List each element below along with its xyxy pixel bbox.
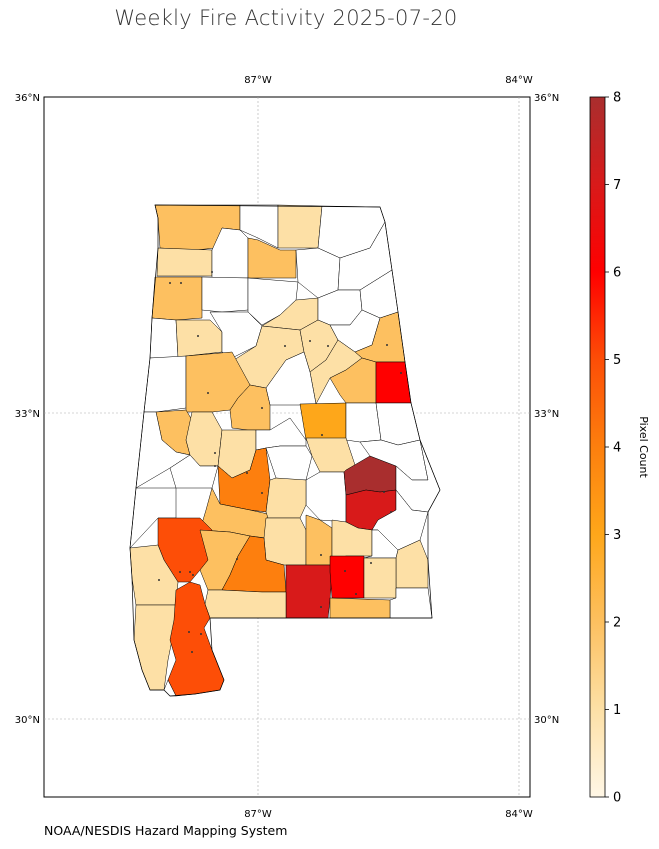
county-region xyxy=(149,317,179,359)
state-outline xyxy=(129,204,441,697)
colorbar-tick-label: 2 xyxy=(613,616,621,631)
fire-detection-dot xyxy=(320,606,322,608)
colorbar-label: Pixel Count xyxy=(637,416,650,478)
tick-label-left-36n: 36°N xyxy=(15,93,40,104)
fire-detection-dot xyxy=(321,434,323,436)
county-region xyxy=(299,402,347,441)
county-layer xyxy=(129,204,441,697)
top-tick-labels: 87°W 84°W xyxy=(244,75,533,86)
fire-detection-dot xyxy=(309,340,311,342)
tick-label-left-33n: 33°N xyxy=(15,409,40,420)
fire-detection-dot xyxy=(179,571,181,573)
fire-detection-dot xyxy=(197,335,199,337)
fire-detection-dot xyxy=(189,571,191,573)
tick-label-left-30n: 30°N xyxy=(15,715,40,726)
fire-detection-dot xyxy=(386,344,388,346)
county-region xyxy=(221,535,287,593)
colorbar-tick-label: 1 xyxy=(613,703,621,718)
colorbar xyxy=(589,96,606,798)
fire-detection-dot xyxy=(370,562,372,564)
tick-label-bottom-84w: 84°W xyxy=(505,809,533,820)
county-region xyxy=(265,477,307,519)
fire-detection-dot xyxy=(261,492,263,494)
fire-detection-dot xyxy=(158,579,160,581)
fire-detection-dot xyxy=(180,282,182,284)
county-region xyxy=(156,247,213,277)
bottom-tick-labels: 87°W 84°W xyxy=(244,809,533,820)
colorbar-tick-label: 0 xyxy=(613,791,621,806)
fire-detection-dot xyxy=(169,282,171,284)
fire-detection-dot xyxy=(284,345,286,347)
tick-label-right-36n: 36°N xyxy=(534,93,559,104)
tick-label-bottom-87w: 87°W xyxy=(244,809,272,820)
fire-detection-dot xyxy=(355,593,357,595)
fire-detection-dot xyxy=(390,511,392,513)
fire-detection-dot xyxy=(320,554,322,556)
fire-detection-dot xyxy=(192,574,194,576)
colorbar-tick-label: 6 xyxy=(613,266,621,281)
county-region xyxy=(389,587,433,619)
fire-detection-dot xyxy=(214,452,216,454)
county-region xyxy=(263,517,307,566)
fire-detection-dot xyxy=(246,472,248,474)
county-region xyxy=(151,276,203,321)
county-region xyxy=(209,311,263,359)
fire-detection-dot xyxy=(207,392,209,394)
tick-label-top-87w: 87°W xyxy=(244,75,272,86)
tick-label-right-33n: 33°N xyxy=(534,409,559,420)
fire-detection-dot xyxy=(188,631,190,633)
county-region xyxy=(239,204,279,249)
county-region xyxy=(201,276,249,313)
fire-detection-dot xyxy=(327,345,329,347)
county-region xyxy=(143,355,187,413)
colorbar-tick-label: 8 xyxy=(613,91,621,106)
fire-detection-dot xyxy=(211,271,213,273)
fire-detection-dot xyxy=(400,372,402,374)
county-region xyxy=(329,597,391,619)
colorbar-ticks: 0 1 2 3 4 5 6 7 8 xyxy=(605,91,621,806)
county-region xyxy=(135,411,191,489)
fire-detection-dot xyxy=(383,491,385,493)
county-region xyxy=(175,319,223,359)
county-region xyxy=(329,555,365,599)
county-region xyxy=(285,564,333,619)
colorbar-tick-label: 4 xyxy=(613,441,621,456)
fire-detection-dot xyxy=(214,465,216,467)
county-region xyxy=(277,204,323,249)
county-region xyxy=(363,557,397,599)
fire-detection-dot xyxy=(261,407,263,409)
fire-detection-dot xyxy=(344,570,346,572)
tick-label-right-30n: 30°N xyxy=(534,715,559,726)
fire-detection-points xyxy=(158,271,402,653)
colorbar-tick-label: 3 xyxy=(613,528,621,543)
credit-text: NOAA/NESDIS Hazard Mapping System xyxy=(44,823,288,838)
county-region xyxy=(204,589,287,619)
tick-label-top-84w: 84°W xyxy=(505,75,533,86)
map-title: Weekly Fire Activity 2025-07-20 xyxy=(114,6,458,30)
fire-detection-dot xyxy=(191,651,193,653)
fire-detection-dot xyxy=(200,633,202,635)
fire-detection-dot xyxy=(236,558,238,560)
colorbar-tick-label: 7 xyxy=(613,178,621,193)
county-region xyxy=(265,351,317,406)
right-tick-labels: 36°N 33°N 30°N xyxy=(534,93,559,726)
left-tick-labels: 36°N 33°N 30°N xyxy=(15,93,40,726)
colorbar-tick-label: 5 xyxy=(613,353,621,368)
county-region xyxy=(345,402,382,443)
